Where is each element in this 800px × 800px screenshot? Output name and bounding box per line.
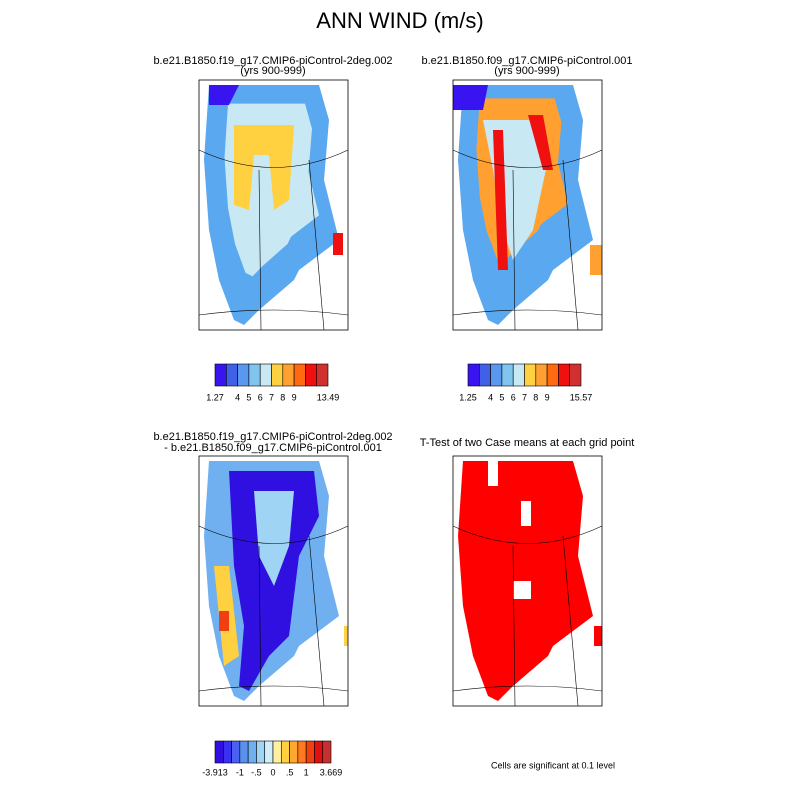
colorbar-label: -.5	[251, 767, 262, 777]
colorbar-box	[259, 363, 272, 387]
colorbar-box	[214, 363, 227, 387]
colorbar-label: -1	[236, 767, 244, 777]
panel-title: b.e21.B1850.f19_g17.CMIP6-piControl-2deg…	[153, 55, 392, 67]
map-region	[528, 115, 553, 170]
panel-title: T-Test of two Case means at each grid po…	[420, 437, 635, 449]
colorbar-box	[222, 740, 232, 764]
graticule	[452, 525, 603, 707]
panel-subtitle: - b.e21.B1850.f09_g17.CMIP6-piControl.00…	[164, 442, 382, 454]
map	[452, 79, 603, 331]
panel-title: b.e21.B1850.f09_g17.CMIP6-piControl.001	[422, 55, 633, 67]
colorbar-box	[239, 740, 249, 764]
note: Cells are significant at 0.1 level	[491, 760, 615, 770]
colorbar-label: 0	[270, 767, 275, 777]
colorbar-box	[546, 363, 559, 387]
colorbar-box	[256, 740, 266, 764]
colorbar-box	[478, 363, 491, 387]
map-frame	[452, 79, 603, 331]
colorbar-box	[322, 740, 332, 764]
map-region	[333, 233, 343, 255]
map-region	[344, 626, 348, 646]
colorbar-box	[237, 363, 250, 387]
map-region	[594, 626, 602, 646]
colorbar-box	[214, 740, 224, 764]
map-region	[521, 501, 531, 526]
colorbar-box	[264, 740, 274, 764]
figure-title: ANN WIND (m/s)	[316, 8, 483, 33]
map-region	[219, 611, 229, 631]
graticule	[198, 525, 349, 707]
panel-subtitle: (yrs 900-999)	[240, 65, 305, 77]
colorbar-label: 9	[545, 392, 550, 402]
colorbar-box	[248, 363, 261, 387]
colorbar-label: 4	[235, 392, 240, 402]
colorbar-box	[305, 740, 315, 764]
colorbar-label: 1	[304, 767, 309, 777]
colorbar-label: 1.25	[459, 392, 477, 402]
map-region	[234, 125, 294, 210]
colorbar-box	[524, 363, 537, 387]
colorbar-label: 5	[499, 392, 504, 402]
map-frame	[452, 455, 603, 707]
colorbar-box	[305, 363, 317, 387]
colorbar-box	[535, 363, 548, 387]
colorbar-label: 3.669	[320, 767, 343, 777]
map	[198, 455, 349, 707]
colorbar-label: 8	[280, 392, 285, 402]
colorbar-box	[271, 363, 284, 387]
map-region	[453, 85, 488, 110]
colorbar-label: 8	[533, 392, 538, 402]
colorbar-label: 6	[258, 392, 263, 402]
map	[198, 79, 349, 331]
colorbar-box	[247, 740, 257, 764]
colorbar-label: 5	[246, 392, 251, 402]
map-frame	[198, 455, 349, 707]
colorbar-label: 15.57	[570, 392, 593, 402]
colorbar-box	[558, 363, 571, 387]
map-region	[513, 581, 531, 599]
colorbar-label: -3.913	[202, 767, 228, 777]
colorbar-box	[501, 363, 514, 387]
colorbar-box	[569, 363, 582, 387]
colorbar-box	[293, 363, 306, 387]
map-frame	[198, 79, 349, 331]
colorbar-label: 1.27	[206, 392, 224, 402]
colorbar-label: 13.49	[317, 392, 340, 402]
map	[452, 455, 603, 707]
colorbar-box	[314, 740, 324, 764]
panel-title: b.e21.B1850.f19_g17.CMIP6-piControl-2deg…	[153, 431, 392, 443]
colorbar-label: 4	[488, 392, 493, 402]
colorbar-label: 7	[522, 392, 527, 402]
map-region	[209, 85, 239, 105]
colorbar-box	[226, 363, 238, 387]
colorbar-label: .5	[286, 767, 294, 777]
colorbar-label: 6	[511, 392, 516, 402]
colorbar-label: 7	[269, 392, 274, 402]
colorbar-box	[282, 363, 295, 387]
map-region	[254, 491, 294, 586]
colorbar-box	[316, 363, 329, 387]
map-region	[493, 130, 508, 270]
colorbar-box	[467, 363, 480, 387]
colorbar-label: 9	[292, 392, 297, 402]
graticule	[198, 149, 349, 331]
colorbar-box	[512, 363, 525, 387]
map-region	[488, 461, 498, 486]
panel-subtitle: (yrs 900-999)	[494, 65, 559, 77]
colorbar-box	[280, 740, 290, 764]
colorbar-box	[272, 740, 282, 764]
graticule	[452, 149, 603, 331]
colorbar-box	[289, 740, 299, 764]
colorbar-box	[231, 740, 241, 764]
colorbar-box	[297, 740, 307, 764]
map-region	[590, 245, 602, 275]
colorbar-box	[490, 363, 503, 387]
